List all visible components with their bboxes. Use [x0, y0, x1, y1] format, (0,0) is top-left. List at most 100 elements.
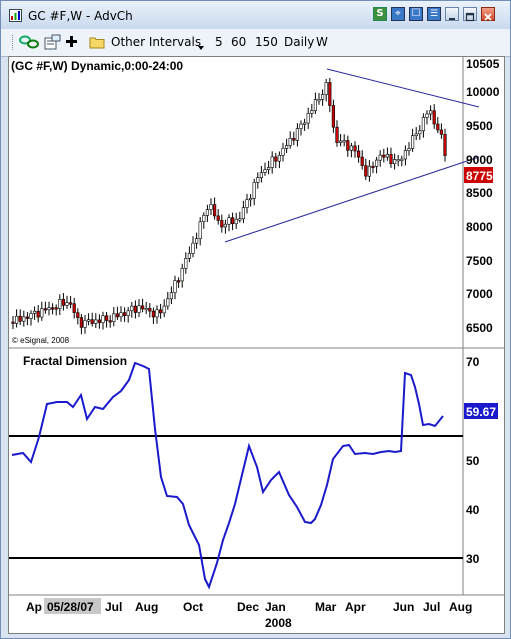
candle-body	[198, 221, 202, 240]
candle-body	[76, 312, 80, 318]
price-axis-label: 6500	[466, 321, 493, 335]
candle-body	[83, 319, 87, 328]
cursor-link-button[interactable]: ⌖	[391, 7, 405, 21]
layout-button[interactable]: ☐	[409, 7, 423, 21]
add-icon[interactable]	[65, 34, 79, 50]
candle-body	[123, 312, 127, 316]
price-axis-label: 7000	[466, 287, 493, 301]
candle-body	[342, 140, 346, 143]
properties-icon[interactable]	[44, 34, 62, 50]
candle-body	[346, 140, 350, 151]
candle-body	[382, 154, 386, 158]
interval-60[interactable]: 60	[231, 35, 247, 49]
candle-body	[227, 217, 231, 225]
price-axis-label: 10000	[466, 85, 500, 99]
candle-body	[306, 113, 310, 124]
layout-button-label: ☐	[411, 8, 421, 19]
candle-body	[400, 158, 404, 161]
candle-body	[263, 169, 267, 173]
indicator-axis-label: 30	[466, 552, 480, 566]
candle-body	[43, 308, 47, 311]
chevron-down-icon[interactable]	[198, 40, 204, 56]
menu-button[interactable]: ☰	[427, 7, 441, 21]
candle-body	[360, 156, 364, 166]
candle-body	[443, 134, 447, 156]
candle-body	[216, 215, 220, 221]
chart-svg[interactable]: (GC #F,W) Dynamic,0:00-24:00 © eSignal, …	[9, 57, 504, 633]
maximize-button[interactable]	[463, 7, 477, 22]
other-intervals-dropdown[interactable]: Other Intervals	[111, 35, 202, 49]
symbol-link-button[interactable]: S	[373, 7, 387, 21]
interval-5[interactable]: 5	[215, 35, 223, 49]
candle-body	[97, 319, 101, 323]
candle-body	[169, 292, 174, 300]
esignal-watermark: © eSignal, 2008	[12, 336, 70, 345]
candle-body	[245, 199, 249, 208]
window-title: GC #F,W - AdvCh	[28, 9, 133, 23]
menu-button-label: ☰	[429, 9, 439, 19]
interval-weekly[interactable]: W	[316, 35, 328, 49]
candle-body	[162, 305, 166, 314]
candle-body	[202, 215, 206, 222]
interval-daily[interactable]: Daily	[284, 35, 315, 49]
maximize-icon	[465, 12, 475, 22]
candle-body	[68, 302, 73, 305]
candle-body	[105, 315, 109, 321]
resistance-trendline[interactable]	[326, 68, 480, 108]
candle-body	[141, 305, 145, 310]
candlestick-series[interactable]	[11, 78, 447, 335]
app-icon	[9, 9, 22, 22]
cursor-date-highlight	[44, 598, 101, 614]
candle-body	[25, 316, 30, 319]
time-axis-label: Jun	[393, 600, 414, 614]
candle-body	[374, 159, 379, 167]
candle-body	[40, 308, 44, 318]
minimize-button[interactable]	[445, 7, 459, 21]
candle-body	[328, 82, 332, 106]
support-trendline[interactable]	[224, 156, 480, 243]
candle-body	[259, 172, 264, 178]
candle-body	[292, 138, 296, 141]
candle-body	[320, 94, 325, 100]
link-chain-icon[interactable]	[19, 34, 41, 50]
time-axis-label: Apr	[345, 600, 366, 614]
candle-body	[313, 99, 318, 111]
interval-150[interactable]: 150	[255, 35, 278, 49]
current-value-label: 59.67	[466, 405, 496, 419]
candle-body	[151, 310, 156, 318]
title-bar[interactable]: GC #F,W - AdvCh S ⌖ ☐ ☰	[1, 1, 510, 30]
close-button[interactable]	[481, 7, 495, 21]
candle-body	[159, 309, 163, 314]
candle-body	[54, 307, 58, 310]
price-panel-header: (GC #F,W) Dynamic,0:00-24:00	[11, 59, 183, 73]
candle-body	[65, 302, 69, 306]
time-axis-label: Jul	[423, 600, 440, 614]
candle-body	[61, 299, 65, 306]
candle-body	[195, 238, 199, 244]
candle-body	[284, 145, 289, 149]
candle-body	[108, 320, 112, 323]
candle-body	[392, 159, 397, 164]
candle-body	[90, 319, 94, 324]
candle-body	[338, 140, 343, 143]
fractal-dimension-line[interactable]	[11, 361, 444, 590]
candle-body	[241, 207, 246, 220]
toolbar: Other Intervals 5 60 150 Daily W	[1, 29, 510, 57]
price-axis-label: 7500	[466, 254, 493, 268]
candle-body	[50, 307, 55, 310]
candle-body	[58, 299, 62, 309]
candle-body	[410, 135, 415, 149]
candle-body	[47, 307, 51, 310]
chart-area[interactable]: (GC #F,W) Dynamic,0:00-24:00 © eSignal, …	[8, 56, 505, 634]
candle-body	[205, 209, 210, 216]
time-axis-label: Aug	[449, 600, 472, 614]
price-axis-label: 10505	[466, 57, 500, 71]
candle-body	[36, 310, 40, 318]
candle-body	[234, 218, 238, 225]
folder-icon[interactable]	[89, 34, 105, 50]
last-price-label: 8775	[466, 169, 493, 183]
time-axis-label: Aug	[135, 600, 158, 614]
candle-body	[223, 223, 228, 228]
time-axis-label: Oct	[183, 600, 203, 614]
